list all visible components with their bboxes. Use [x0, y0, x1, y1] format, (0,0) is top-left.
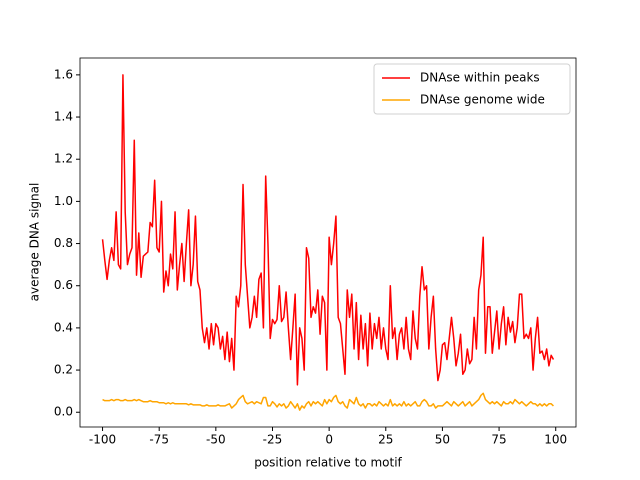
x-tick-label: -100	[89, 433, 116, 447]
x-tick-label: 50	[435, 433, 450, 447]
y-axis-label: average DNA signal	[28, 183, 42, 302]
legend-box	[373, 63, 571, 115]
legend-label: DNAse genome wide	[420, 93, 545, 107]
x-axis-label: position relative to motif	[254, 456, 402, 470]
y-tick-label: 1.2	[54, 152, 73, 166]
x-tick-label: 100	[544, 433, 567, 447]
y-tick-label: 0.0	[54, 405, 73, 419]
x-tick-label: -25	[263, 433, 283, 447]
data-line	[102, 392, 554, 411]
x-tick-label: 25	[378, 433, 393, 447]
x-tick-label: -50	[206, 433, 226, 447]
data-line	[101, 74, 555, 386]
y-tick-label: 0.2	[54, 363, 73, 377]
y-tick-label: 0.6	[54, 278, 73, 292]
axes-frame	[79, 57, 577, 428]
x-tick-label: -75	[149, 433, 169, 447]
x-tick-label: 0	[325, 433, 333, 447]
legend-label: DNAse within peaks	[420, 71, 540, 85]
y-tick-label: 0.4	[54, 320, 73, 334]
x-tick-label: 75	[491, 433, 506, 447]
y-tick-label: 1.0	[54, 194, 73, 208]
y-tick-label: 1.4	[54, 110, 73, 124]
y-tick-label: 1.6	[54, 67, 73, 81]
y-tick-label: 0.8	[54, 236, 73, 250]
